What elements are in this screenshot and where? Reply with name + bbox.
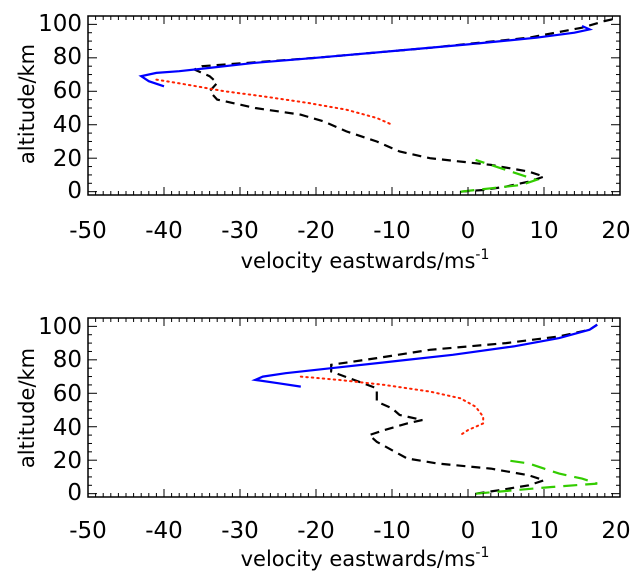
series-line [330,323,598,495]
chart-1-series [138,18,613,193]
chart-2-x-tick-label: -50 [69,518,107,544]
chart-2-x-tick-label: 10 [529,518,558,544]
chart-panel-2: -50 -40 -30 -20 -10 0 10 20 100 80 60 40… [15,314,631,571]
chart-1-x-axis-label: velocity eastwards/ms-1 [241,247,490,273]
chart-1-y-tick-label: 80 [53,44,82,70]
chart-1-y-tick-label: 60 [53,78,82,104]
chart-1-plot-frame [87,15,621,196]
chart-panel-1: -50 -40 -30 -20 -10 0 10 20 100 80 60 40… [15,11,631,273]
chart-1-x-tick-label: -30 [221,218,259,244]
series-line [460,158,540,193]
chart-2-y-tick-label: 20 [53,448,82,474]
series-line [155,78,393,126]
chart-2-x-tick-label: -10 [373,518,411,544]
chart-2-x-tick-label: -30 [221,518,259,544]
chart-1-x-tick-label: -20 [297,218,335,244]
chart-1-x-tick-label: -40 [145,218,183,244]
chart-2-x-tick-label: 20 [601,518,630,544]
chart-2-y-tick-label: 40 [53,415,82,441]
chart-2-y-axis-label: altitude/km [15,348,39,468]
chart-1-y-tick-label: 40 [53,112,82,138]
chart-2-ticks [87,318,621,497]
chart-2-series [251,323,598,495]
series-line [475,459,598,495]
series-line [191,18,613,193]
chart-1-x-tick-label: -50 [69,218,107,244]
chart-1-x-tick-label: -10 [373,218,411,244]
chart-1-y-tick-label: 0 [67,178,82,204]
series-line [138,24,594,88]
series-line [251,323,598,388]
chart-1-x-axis-label-superscript: -1 [475,247,489,263]
chart-1-x-tick-label: 10 [529,218,558,244]
chart-2-x-axis-label-text: velocity eastwards/ms [241,547,476,571]
chart-2-plot-frame [87,317,621,498]
series-line [299,375,485,437]
chart-2-y-tick-label: 100 [38,314,82,340]
chart-1-x-tick-label: 0 [461,218,476,244]
chart-2-y-tick-label: 80 [53,347,82,373]
chart-1-x-tick-label: 20 [601,218,630,244]
chart-2-y-tick-label: 60 [53,381,82,407]
chart-1-y-tick-label: 20 [53,146,82,172]
chart-1-y-tick-label: 100 [38,11,82,37]
chart-1-ticks [87,16,621,195]
chart-1-y-axis-label: altitude/km [15,44,39,164]
chart-2-y-tick-label: 0 [67,480,82,506]
chart-2-x-tick-label: 0 [461,518,476,544]
chart-2-x-axis-label-superscript: -1 [475,545,489,561]
chart-2-x-axis-label: velocity eastwards/ms-1 [241,545,490,571]
chart-2-x-tick-label: -40 [145,518,183,544]
chart-2-x-tick-label: -20 [297,518,335,544]
chart-1-x-axis-label-text: velocity eastwards/ms [241,249,476,273]
